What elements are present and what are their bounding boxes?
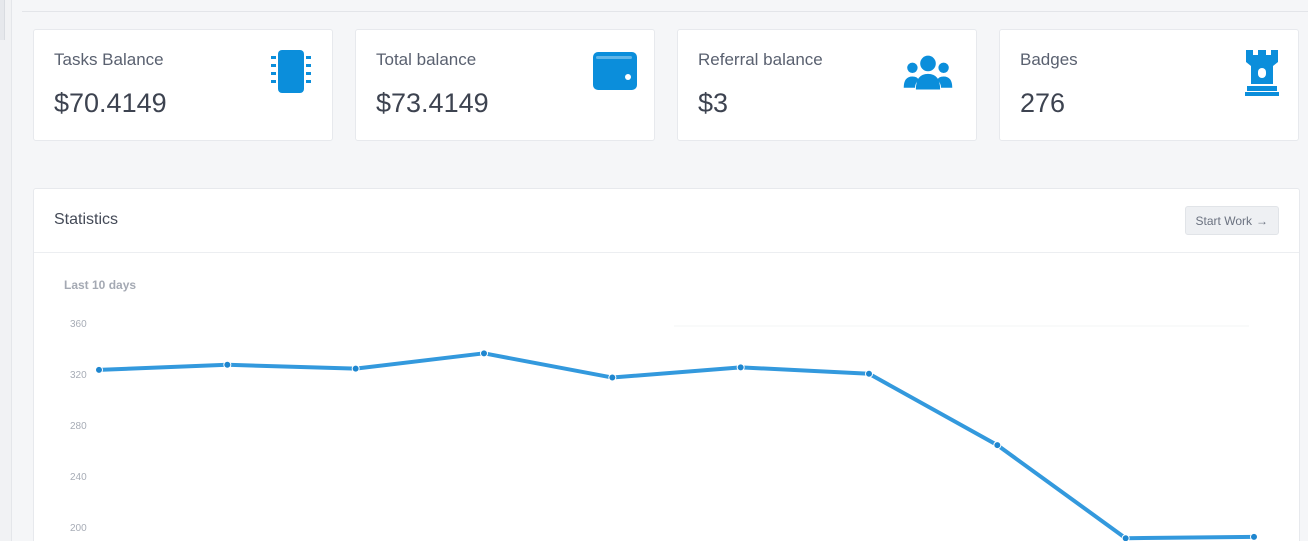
card-label: Referral balance <box>698 50 823 69</box>
sidebar-edge <box>0 0 12 541</box>
card-label: Total balance <box>376 50 477 69</box>
start-work-label: Start Work <box>1195 214 1252 228</box>
statistics-panel: Statistics Start Work → Last 10 days 200 2… <box>33 188 1300 541</box>
y-tick-label: 320 <box>70 370 87 381</box>
card-label: Tasks Balance <box>54 50 164 69</box>
statistics-line-chart: 200 240 280 320 360 <box>70 319 1258 541</box>
start-work-button[interactable]: Start Work → <box>1184 206 1279 235</box>
wallet-icon <box>593 52 637 90</box>
header-divider <box>22 11 1308 12</box>
series-line <box>97 351 1256 541</box>
card-value: 276 <box>1020 88 1066 118</box>
data-point[interactable] <box>351 364 360 373</box>
data-point[interactable] <box>608 373 617 382</box>
data-point[interactable] <box>223 360 232 369</box>
tasks-balance-card: Tasks Balance $70.4149 <box>33 29 333 141</box>
y-tick-label: 200 <box>70 523 87 534</box>
users-icon <box>903 55 953 90</box>
data-point[interactable] <box>736 363 745 372</box>
card-label: Badges <box>1020 50 1078 69</box>
rook-icon <box>1245 50 1279 96</box>
referral-balance-card: Referral balance $3 <box>677 29 977 141</box>
chart-subtitle: Last 10 days <box>64 278 137 292</box>
data-point[interactable] <box>480 349 488 358</box>
data-point[interactable] <box>993 441 1002 450</box>
total-balance-card: Total balance $73.4149 <box>355 29 655 141</box>
statistics-header: Statistics Start Work → <box>34 189 1299 253</box>
data-point[interactable] <box>1121 534 1130 541</box>
card-value: $70.4149 <box>54 88 167 118</box>
chip-icon <box>271 50 311 93</box>
data-point[interactable] <box>1250 532 1258 541</box>
data-point[interactable] <box>865 369 873 378</box>
card-value: $73.4149 <box>376 88 489 118</box>
badges-card: Badges 276 <box>999 29 1299 141</box>
arrow-right-icon: → <box>1256 214 1268 228</box>
y-tick-label: 240 <box>70 472 87 483</box>
data-point[interactable] <box>95 365 103 374</box>
y-tick-label: 360 <box>70 319 87 330</box>
card-value: $3 <box>698 88 729 118</box>
sidebar-toggle[interactable] <box>0 0 5 40</box>
statistics-title: Statistics <box>54 211 119 228</box>
y-tick-label: 280 <box>70 421 87 432</box>
